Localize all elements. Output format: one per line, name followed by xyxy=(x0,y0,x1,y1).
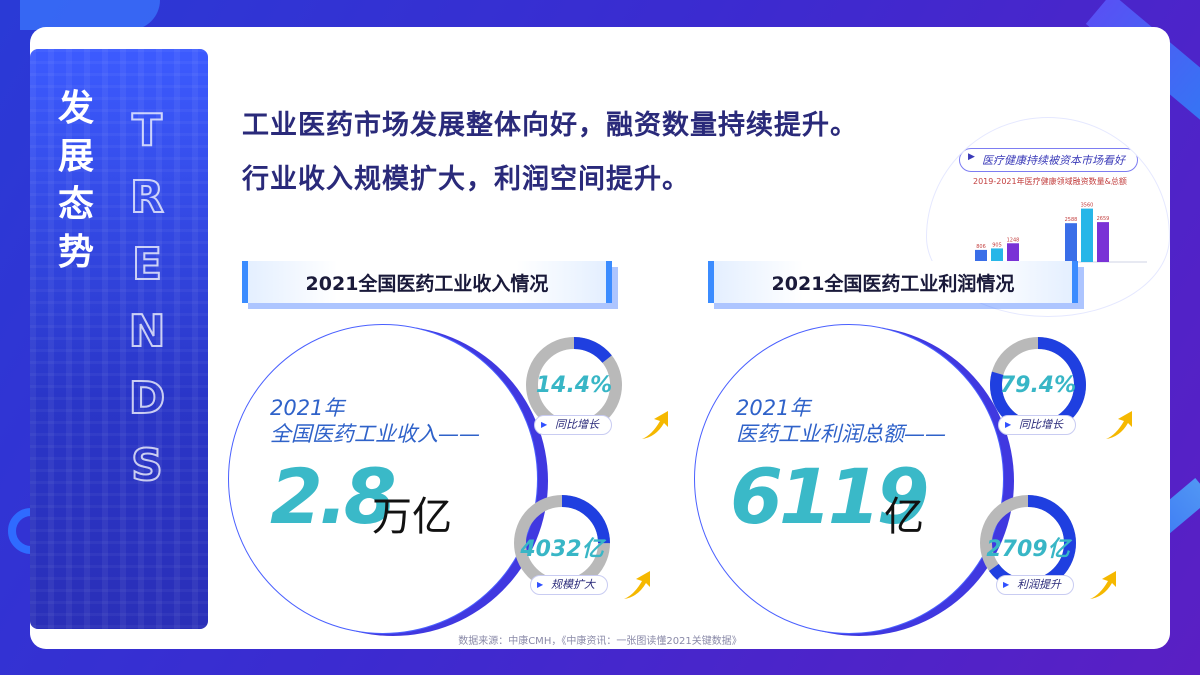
profit-label-year: 2021年 xyxy=(736,396,811,420)
trends-letter: T xyxy=(131,104,163,157)
up-arrow-icon xyxy=(1106,411,1132,439)
inset-bar xyxy=(1097,222,1109,262)
profit-label: 医药工业利润总额—— xyxy=(736,422,946,446)
headline-line: 行业收入规模扩大，利润空间提升。 xyxy=(242,164,690,195)
inset-bar-label: 905 xyxy=(992,242,1002,248)
source-note: 数据来源：中康CMH，《中康资讯：一张图读懂2021关键数据》 xyxy=(458,636,742,647)
profit-increase-tag: 利润提升 xyxy=(996,575,1074,595)
profit-circle xyxy=(694,324,1004,634)
trends-letter: E xyxy=(131,238,163,291)
up-arrow-icon xyxy=(1090,571,1116,599)
revenue-increase-tag: 规模扩大 xyxy=(530,575,608,595)
inset-bar-label: 2659 xyxy=(1097,216,1110,222)
profit-banner: 2021全国医药工业利润情况 xyxy=(708,261,1078,303)
up-arrow-icon xyxy=(624,571,650,599)
revenue-growth-value: 14.4% xyxy=(535,373,613,398)
inset-bar-label: 806 xyxy=(976,244,986,250)
ring-progress xyxy=(514,495,610,591)
sidebar-title-char: 势 xyxy=(57,232,94,273)
inset-tag: 医疗健康持续被资本市场看好 xyxy=(959,148,1138,172)
inset-bar-label: 1248 xyxy=(1007,237,1020,243)
slide-card: 发 展 态 势 T R E N D S 工业医药市场发展整体向好，融资数量持续提… xyxy=(30,27,1170,649)
profit-banner-text: 2021全国医药工业利润情况 xyxy=(771,272,1015,295)
trends-letter: D xyxy=(128,372,167,425)
revenue-growth-tag: 同比增长 xyxy=(534,415,612,435)
trends-word: T R E N D S xyxy=(122,97,172,499)
revenue-increase-value: 4032亿 xyxy=(520,537,604,562)
inset-bar xyxy=(991,248,1003,262)
revenue-circle xyxy=(228,324,538,634)
sidebar-title-char: 发 xyxy=(57,88,94,129)
inset-bar xyxy=(1065,223,1077,262)
inset-bar xyxy=(1007,243,1019,262)
profit-growth-value: 79.4% xyxy=(999,373,1077,398)
city-background xyxy=(30,49,208,629)
revenue-unit: 万亿 xyxy=(372,494,452,540)
profit-growth-tag: 同比增长 xyxy=(998,415,1076,435)
inset-bar-label: 3560 xyxy=(1081,203,1094,209)
trends-letter: N xyxy=(128,305,167,358)
sidebar-title: 发 展 态 势 xyxy=(56,85,96,277)
ring-progress xyxy=(526,337,622,433)
inset-bar xyxy=(975,249,987,262)
inset-bar xyxy=(1081,208,1093,262)
background-shape xyxy=(20,0,160,30)
profit-increase-value: 2709亿 xyxy=(986,537,1070,562)
up-arrow-icon xyxy=(642,411,668,439)
inset-bar-chart: 806 905 1248 2588 3560 2659 xyxy=(965,203,1147,263)
revenue-label-year: 2021年 xyxy=(270,396,345,420)
trends-letter: R xyxy=(129,171,165,224)
profit-unit: 亿 xyxy=(884,494,924,540)
revenue-value: 2.8 xyxy=(270,452,397,541)
profit-value: 6119 xyxy=(730,452,930,541)
inset-bar-label: 2588 xyxy=(1065,217,1078,223)
sidebar-panel: 发 展 态 势 T R E N D S xyxy=(30,49,208,629)
trends-letter: S xyxy=(130,439,164,492)
headline: 工业医药市场发展整体向好，融资数量持续提升。 行业收入规模扩大，利润空间提升。 xyxy=(242,99,858,207)
headline-line: 工业医药市场发展整体向好，融资数量持续提升。 xyxy=(242,110,858,141)
sidebar-title-char: 展 xyxy=(57,136,94,177)
revenue-banner: 2021全国医药工业收入情况 xyxy=(242,261,612,303)
sidebar-title-char: 态 xyxy=(57,184,94,225)
inset-subtitle: 2019-2021年医疗健康领域融资数量&总额 xyxy=(973,177,1127,186)
revenue-label: 全国医药工业收入—— xyxy=(270,422,480,446)
revenue-banner-text: 2021全国医药工业收入情况 xyxy=(305,272,549,295)
